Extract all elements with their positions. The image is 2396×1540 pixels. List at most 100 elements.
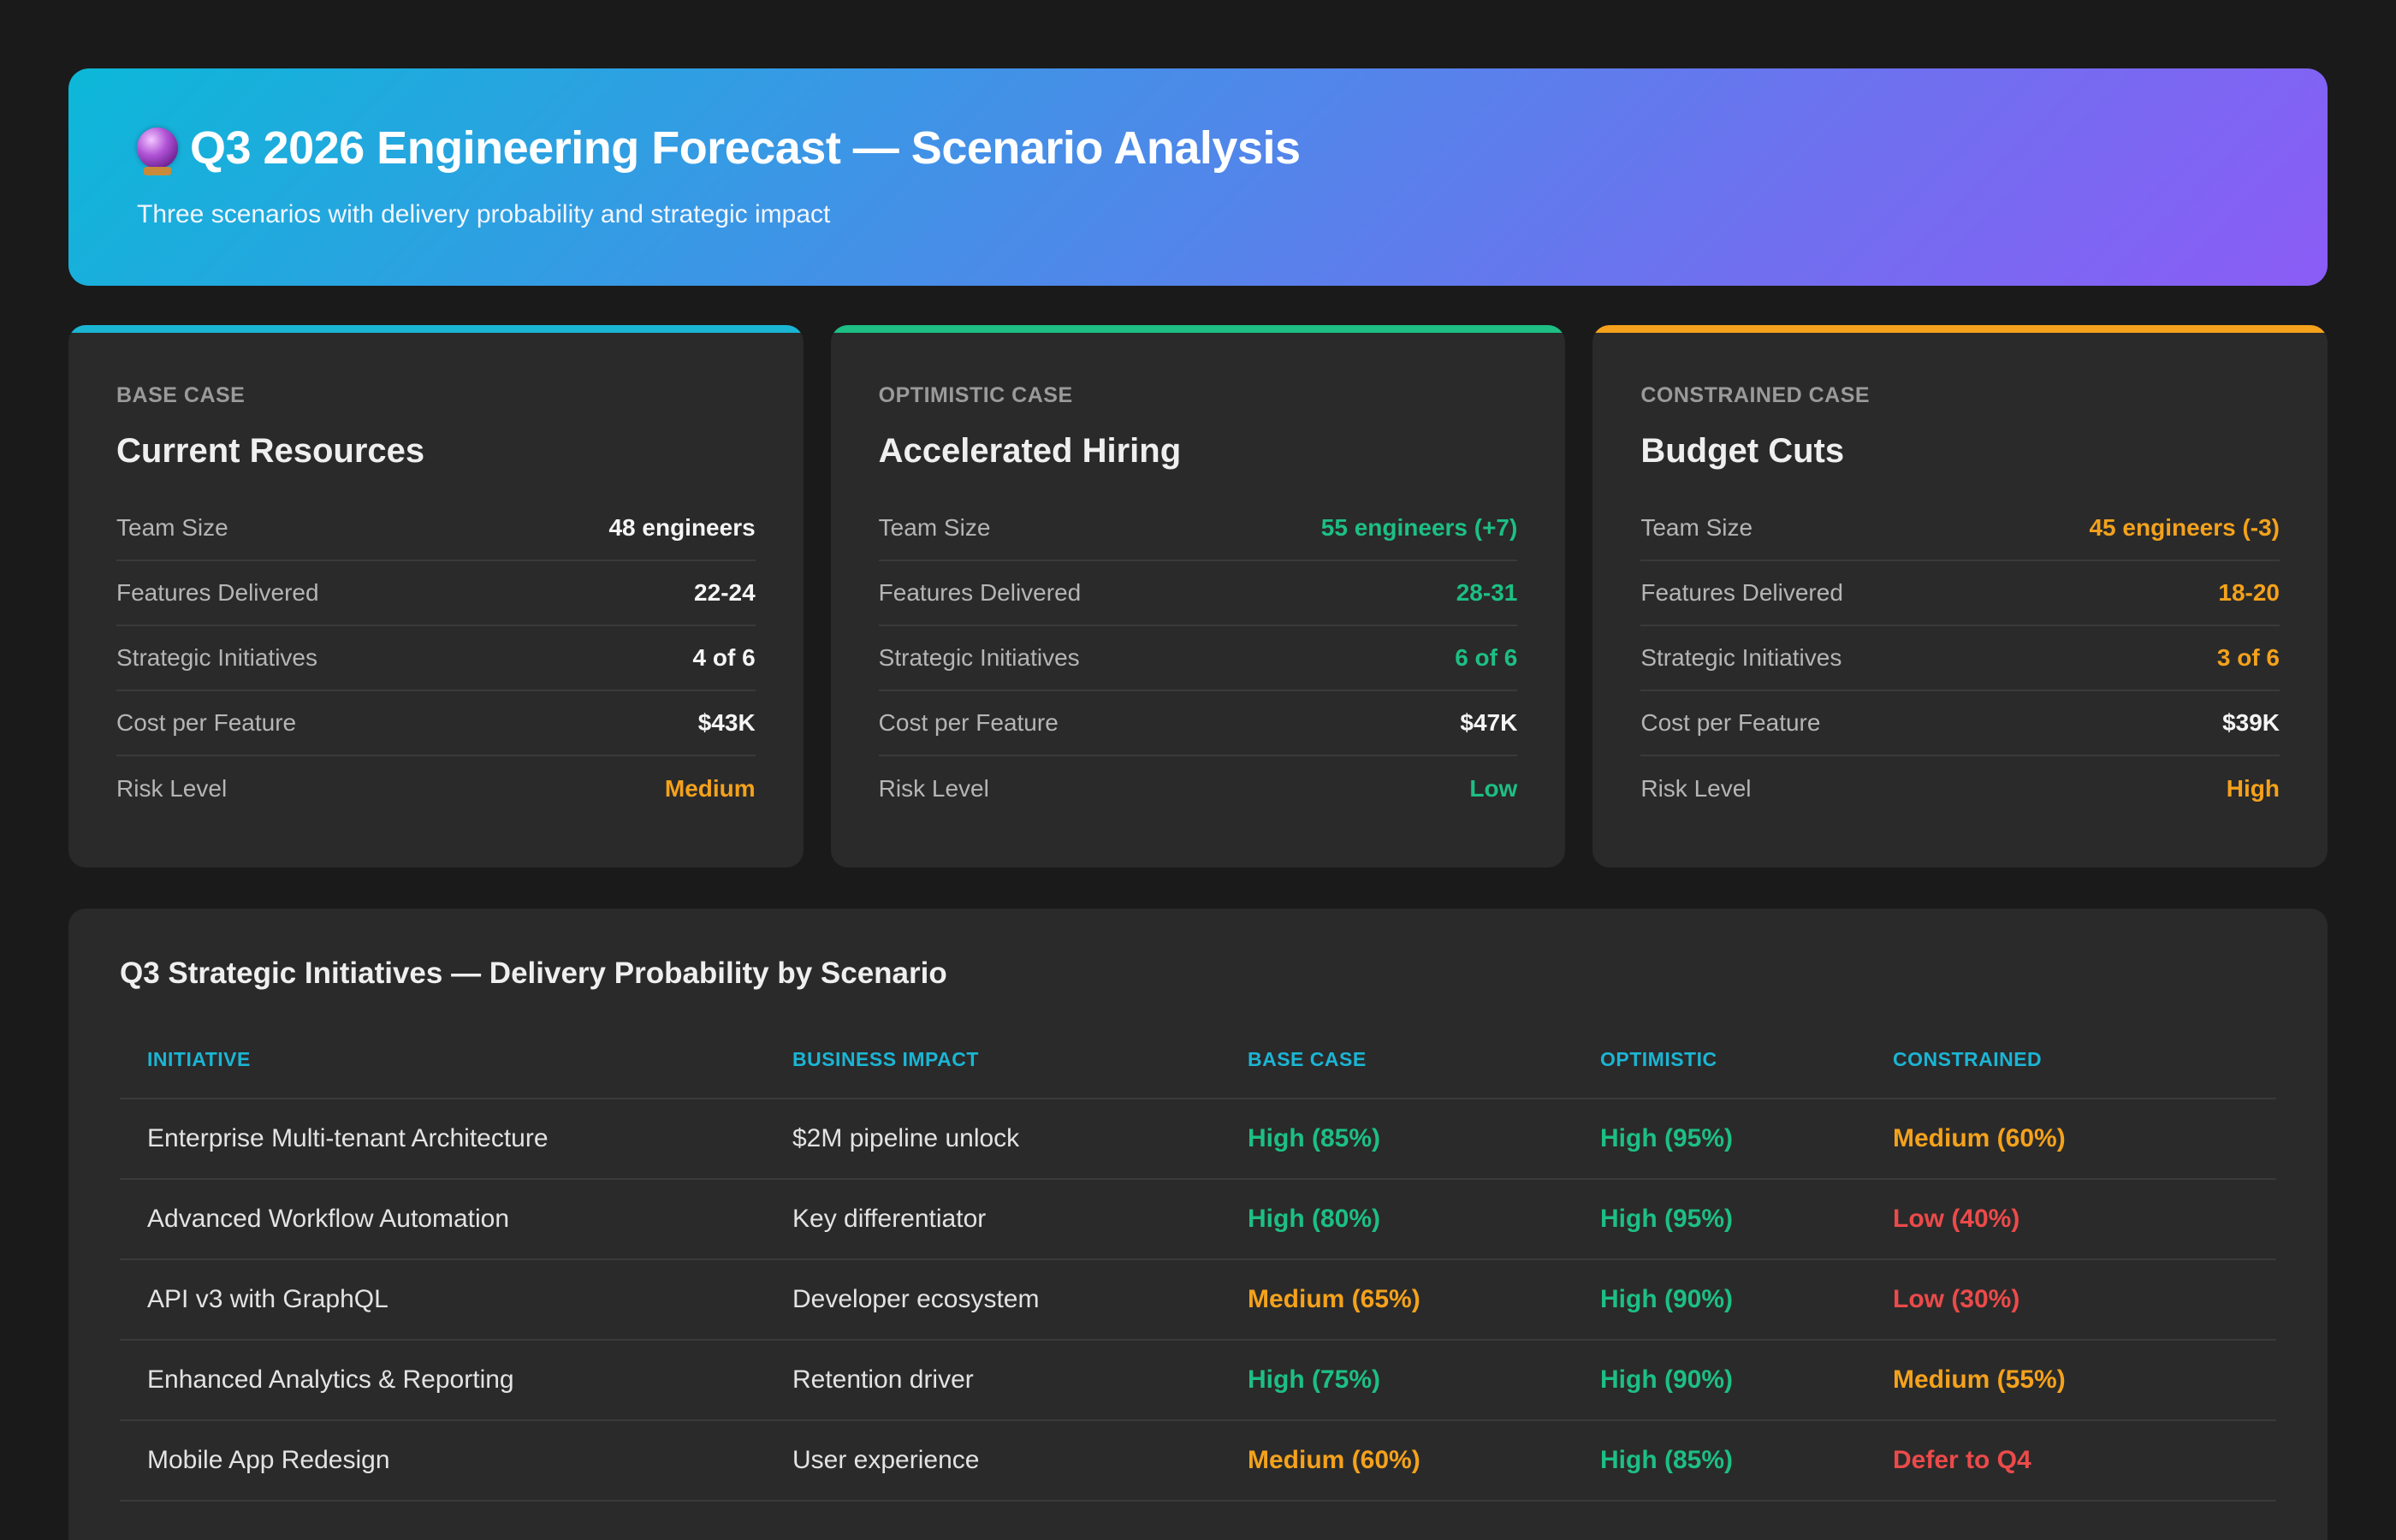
table-row: API v3 with GraphQL Developer ecosystem Me… (120, 1259, 2276, 1341)
constrained-probability: Low (40%) (1893, 1179, 2276, 1260)
optimistic-probability: High (95%) (1600, 1099, 1893, 1180)
base-case-probability: High (75%) (1248, 1340, 1600, 1421)
metric-row: Team Size 55 engineers (+7) (878, 496, 1518, 561)
metric-value: 6 of 6 (1455, 644, 1518, 671)
metric-value: $39K (2222, 709, 2280, 736)
table-row: Advanced Workflow Automation Key differen… (120, 1179, 2276, 1260)
business-impact: User experience (792, 1420, 1248, 1502)
page-title: Q3 2026 Engineering Forecast — Scenario … (190, 122, 1301, 174)
scenario-card-optimistic: OPTIMISTIC CASE Accelerated Hiring Team Si… (830, 325, 1566, 868)
column-header-base-case: BASE CASE (1248, 1022, 1600, 1099)
base-case-probability: High (80%) (1248, 1179, 1600, 1260)
metric-label: Strategic Initiatives (116, 644, 317, 671)
metric-value: 45 engineers (-3) (2089, 514, 2280, 541)
metric-value: $47K (1460, 709, 1518, 736)
metric-label: Cost per Feature (1640, 709, 1821, 736)
column-header-business-impact: BUSINESS IMPACT (792, 1022, 1248, 1099)
metric-label: Team Size (878, 514, 991, 541)
business-impact: Retention driver (792, 1340, 1248, 1421)
optimistic-probability: High (85%) (1600, 1420, 1893, 1502)
base-case-probability: High (85%) (1248, 1099, 1600, 1180)
scenario-kicker: BASE CASE (116, 383, 246, 407)
metric-value: Medium (664, 775, 756, 802)
constrained-probability: Defer to Q4 (1893, 1420, 2276, 1502)
metric-row: Risk Level High (1640, 756, 2280, 821)
scenario-title: Current Resources (116, 432, 425, 470)
metric-label: Strategic Initiatives (878, 644, 1080, 671)
initiatives-table: INITIATIVE BUSINESS IMPACT BASE CASE OPT… (120, 1022, 2276, 1502)
optimistic-probability: High (95%) (1600, 1179, 1893, 1260)
initiatives-title: Q3 Strategic Initiatives — Delivery Prob… (120, 957, 947, 990)
metric-value: 55 engineers (+7) (1320, 514, 1518, 541)
metric-value: High (2226, 775, 2280, 802)
scenario-card-constrained: CONSTRAINED CASE Budget Cuts Team Size 45 e… (1592, 325, 2328, 868)
metric-value: 28-31 (1456, 579, 1518, 606)
table-row: Mobile App Redesign User experience Medium… (120, 1420, 2276, 1502)
constrained-probability: Medium (55%) (1893, 1340, 2276, 1421)
table-row: Enhanced Analytics & Reporting Retention … (120, 1340, 2276, 1421)
metric-row: Strategic Initiatives 4 of 6 (116, 626, 756, 691)
page-title-row: Q3 2026 Engineering Forecast — Scenario … (137, 121, 2328, 175)
business-impact: Key differentiator (792, 1179, 1248, 1260)
initiatives-panel: Q3 Strategic Initiatives — Delivery Prob… (68, 909, 2328, 1540)
optimistic-probability: High (90%) (1600, 1259, 1893, 1341)
metric-label: Features Delivered (116, 579, 319, 606)
metric-row: Features Delivered 22-24 (116, 561, 756, 626)
metric-value: 3 of 6 (2216, 644, 2280, 671)
table-header-row: INITIATIVE BUSINESS IMPACT BASE CASE OPT… (120, 1022, 2276, 1099)
business-impact: Developer ecosystem (792, 1259, 1248, 1341)
metric-value: 4 of 6 (692, 644, 756, 671)
base-case-probability: Medium (60%) (1248, 1420, 1600, 1502)
metric-label: Strategic Initiatives (1640, 644, 1842, 671)
initiative-name: API v3 with GraphQL (120, 1259, 792, 1341)
metric-label: Cost per Feature (878, 709, 1059, 736)
optimistic-probability: High (90%) (1600, 1340, 1893, 1421)
metric-value: $43K (697, 709, 756, 736)
base-case-probability: Medium (65%) (1248, 1259, 1600, 1341)
metric-label: Risk Level (878, 775, 989, 802)
metric-label: Cost per Feature (116, 709, 297, 736)
metric-value: 18-20 (2218, 579, 2280, 606)
initiative-name: Enterprise Multi-tenant Architecture (120, 1099, 792, 1180)
metric-row: Risk Level Low (879, 756, 1518, 821)
metric-row: Cost per Feature $43K (116, 691, 756, 756)
metric-value: 22-24 (694, 579, 756, 606)
page-subtitle: Three scenarios with delivery probabilit… (137, 200, 831, 228)
scenario-metrics: Team Size 45 engineers (-3) Features Deliv… (1640, 496, 2280, 821)
column-header-initiative: INITIATIVE (120, 1022, 792, 1099)
metric-label: Team Size (1640, 514, 1753, 541)
scenario-metrics: Team Size 48 engineers Features Delivered 2… (116, 496, 756, 821)
metric-row: Team Size 48 engineers (116, 496, 756, 561)
business-impact: $2M pipeline unlock (792, 1099, 1248, 1180)
scenario-title: Budget Cuts (1640, 432, 1845, 470)
scenario-kicker: CONSTRAINED CASE (1640, 383, 1871, 407)
metric-label: Team Size (116, 514, 228, 541)
constrained-probability: Low (30%) (1893, 1259, 2276, 1341)
initiative-name: Enhanced Analytics & Reporting (120, 1340, 792, 1421)
scenario-metrics: Team Size 55 engineers (+7) Features Deliv… (878, 496, 1518, 821)
initiative-name: Advanced Workflow Automation (120, 1179, 792, 1260)
metric-row: Risk Level Medium (116, 756, 756, 821)
column-header-constrained: CONSTRAINED (1893, 1022, 2276, 1099)
metric-label: Features Delivered (878, 579, 1082, 606)
scenario-cards: BASE CASE Current Resources Team Size 48 en… (68, 325, 2328, 868)
metric-row: Cost per Feature $39K (1640, 691, 2280, 756)
metric-row: Features Delivered 28-31 (878, 561, 1518, 626)
constrained-probability: Medium (60%) (1893, 1099, 2276, 1180)
metric-label: Features Delivered (1640, 579, 1843, 606)
scenario-card-base: BASE CASE Current Resources Team Size 48 en… (68, 325, 804, 868)
forecast-header: Q3 2026 Engineering Forecast — Scenario … (68, 68, 2328, 286)
initiative-name: Mobile App Redesign (120, 1420, 792, 1502)
crystal-ball-icon (137, 127, 178, 175)
metric-row: Strategic Initiatives 3 of 6 (1640, 626, 2280, 691)
metric-row: Features Delivered 18-20 (1640, 561, 2280, 626)
metric-row: Team Size 45 engineers (-3) (1640, 496, 2280, 561)
table-row: Enterprise Multi-tenant Architecture $2M … (120, 1099, 2276, 1180)
column-header-optimistic: OPTIMISTIC (1600, 1022, 1893, 1099)
metric-value: Low (1469, 775, 1518, 802)
metric-label: Risk Level (1640, 775, 1752, 802)
metric-label: Risk Level (116, 775, 228, 802)
metric-value: 48 engineers (608, 514, 756, 541)
scenario-kicker: OPTIMISTIC CASE (878, 383, 1073, 407)
scenario-title: Accelerated Hiring (878, 432, 1182, 470)
